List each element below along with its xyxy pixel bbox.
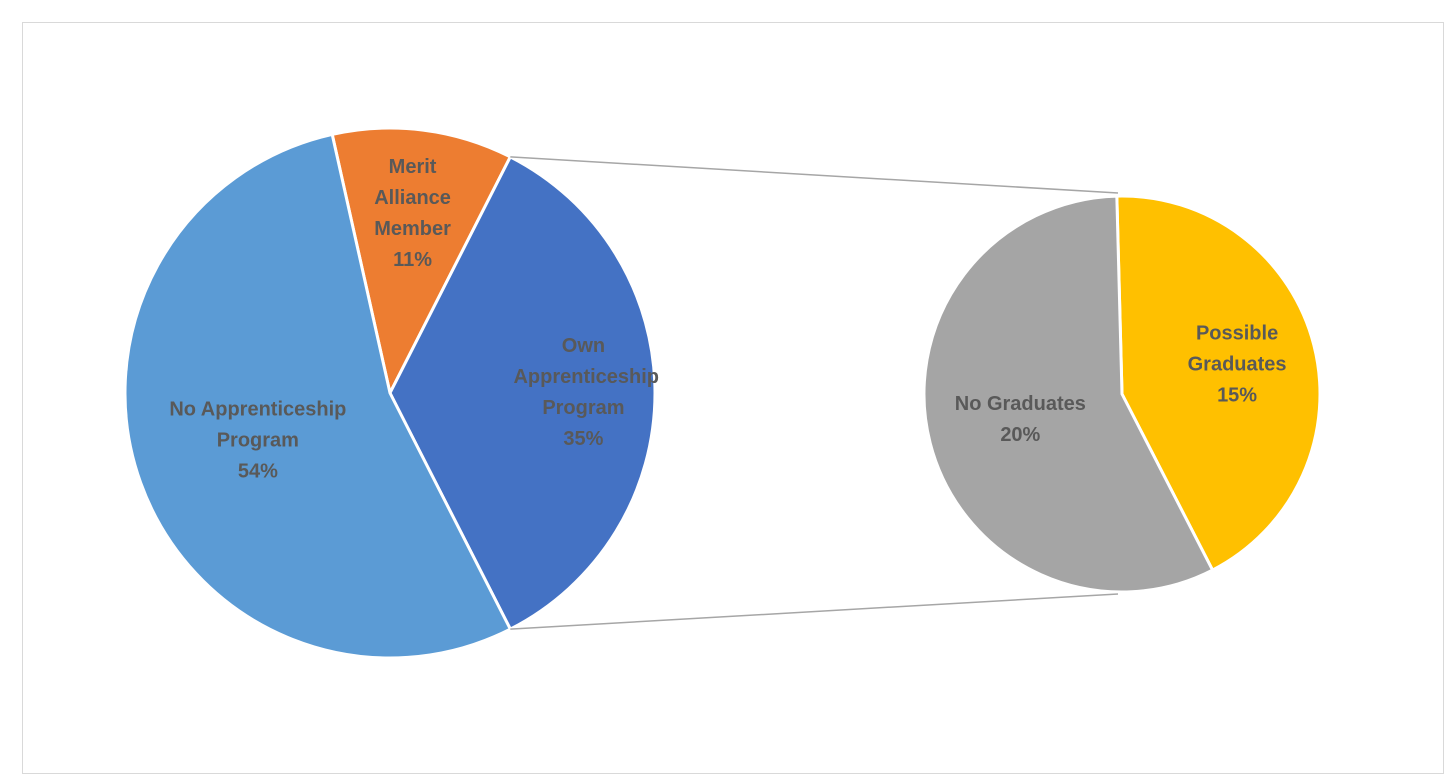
- value-label: 35%: [563, 428, 604, 450]
- category-label: No Graduates: [954, 393, 1086, 416]
- connector-line: [510, 156, 1119, 194]
- value-label: 54%: [237, 460, 278, 483]
- pie-slice: [1115, 194, 1322, 573]
- category-label: No Apprenticeship Program: [169, 398, 347, 452]
- connector-line: [510, 593, 1119, 630]
- slice-label: Possible Graduates 15%: [1162, 318, 1312, 411]
- value-label: 20%: [1000, 424, 1041, 447]
- slice-label: No Apprenticeship Program 54%: [138, 394, 378, 487]
- category-label: Merit Alliance Member: [374, 156, 451, 241]
- value-label: 11%: [393, 249, 433, 272]
- value-label: 15%: [1217, 384, 1258, 407]
- category-label: Possible Graduates: [1187, 322, 1287, 376]
- pie-slice: [388, 154, 657, 632]
- slice-label: Merit Alliance Member 11%: [363, 152, 463, 276]
- pie-slice: [123, 132, 513, 660]
- slice-label: Own Apprenticeship Program 35%: [513, 331, 660, 455]
- slice-label: No Graduates 20%: [920, 389, 1120, 451]
- pie-slice: [922, 194, 1215, 594]
- category-label: Own Apprenticeship Program: [513, 335, 660, 419]
